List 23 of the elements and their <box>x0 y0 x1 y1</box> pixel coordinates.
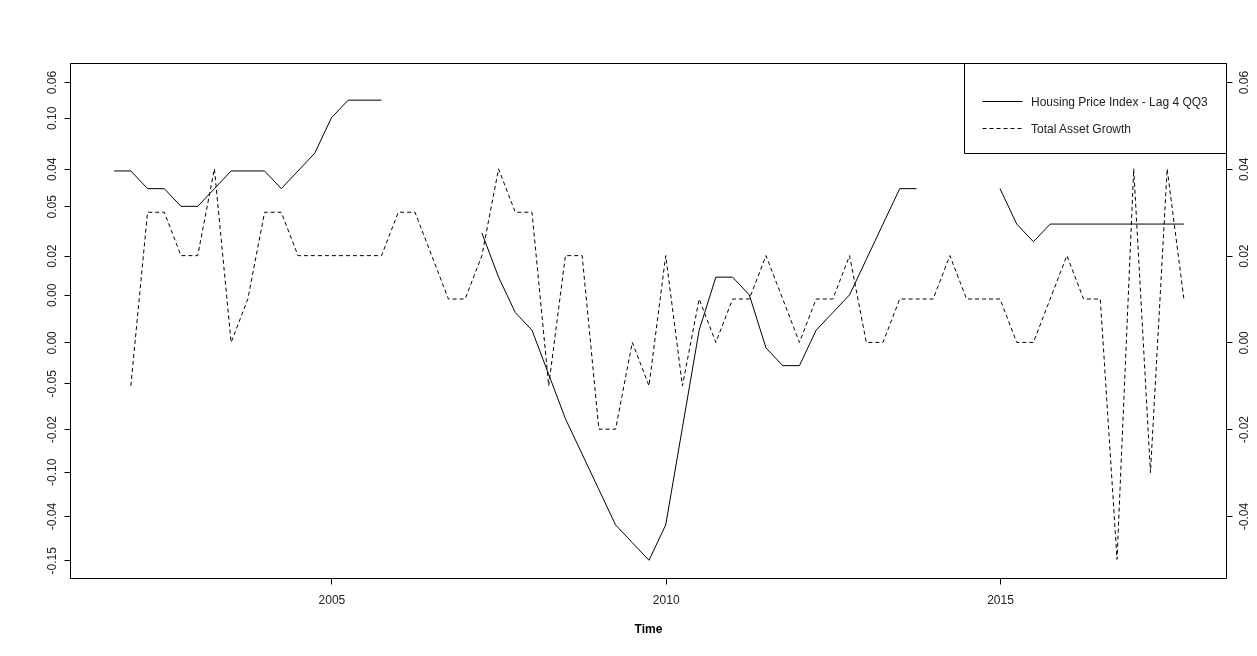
y-tick-label: -0.05 <box>44 369 59 398</box>
legend-label: Housing Price Index - Lag 4 QQ3 <box>1031 94 1209 109</box>
y2-tick-label: -0.04 <box>1236 502 1251 531</box>
y-tick-label: -0.10 <box>44 458 59 486</box>
y2-tick-label: -0.02 <box>1236 415 1251 444</box>
y3-tick-label: 0.06 <box>44 70 59 95</box>
y-tick-label: 0.05 <box>44 194 59 219</box>
y2-tick-label: 0.04 <box>1236 157 1251 182</box>
y2-tick-label: 0.00 <box>1236 330 1251 355</box>
y3-tick-label: 0.04 <box>44 157 59 182</box>
y3-tick-label: 0.02 <box>44 244 59 268</box>
y2-tick-label: 0.02 <box>1236 244 1251 268</box>
x-axis-title: Time <box>634 621 663 636</box>
y-tick-label: -0.15 <box>44 546 59 575</box>
x-tick-label: 2015 <box>987 592 1015 607</box>
x-tick-label: 2010 <box>652 592 680 607</box>
y3-tick-label: -0.02 <box>44 415 59 444</box>
y2-tick-label: 0.06 <box>1236 70 1251 95</box>
y-tick-label: 0.00 <box>44 283 59 308</box>
y-tick-label: 0.10 <box>44 106 59 131</box>
legend-label: Total Asset Growth <box>1031 121 1132 136</box>
x-tick-label: 2005 <box>318 592 346 607</box>
y3-tick-label: -0.04 <box>44 502 59 531</box>
